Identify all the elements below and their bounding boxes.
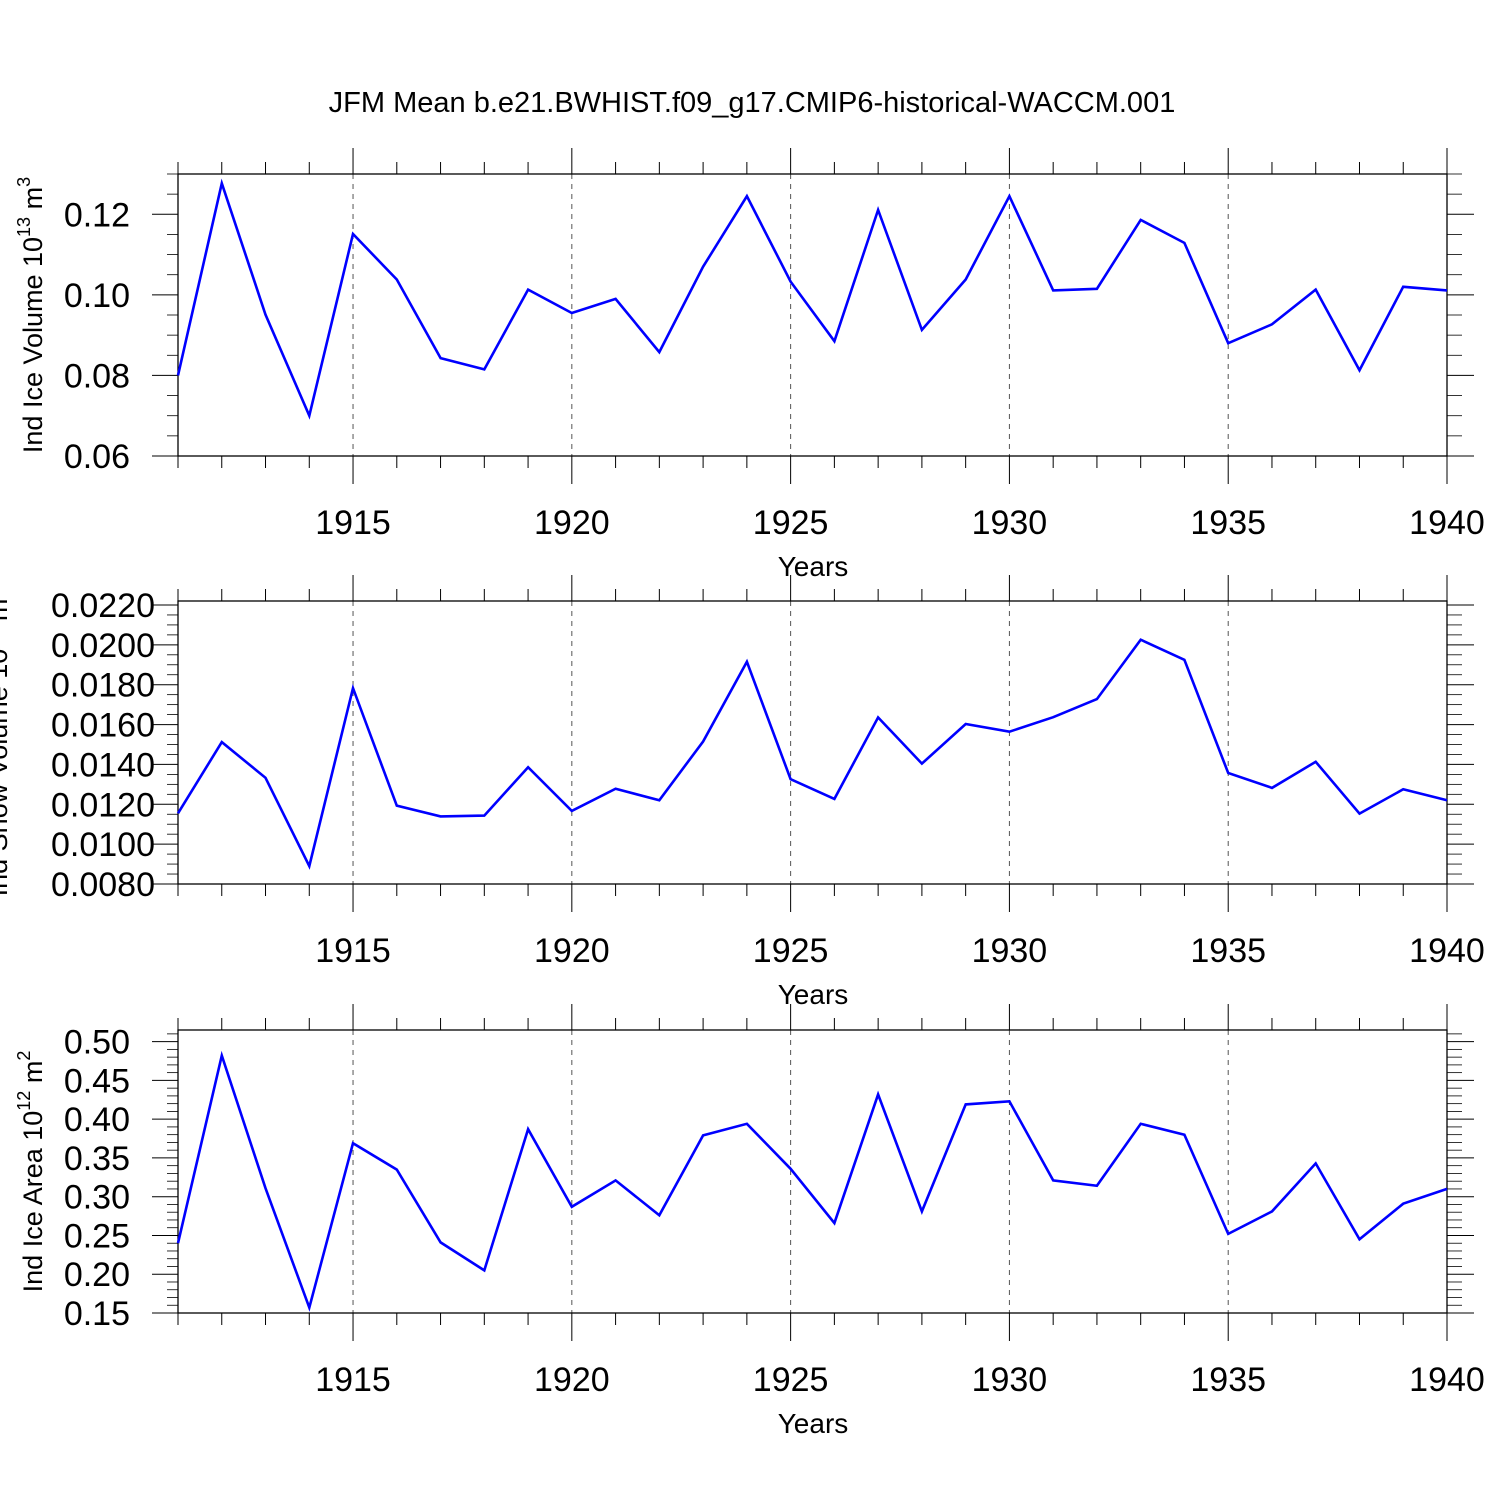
series-line [176, 638, 1448, 870]
y-tick-label: 0.25 [64, 1217, 130, 1255]
x-tick-label: 1940 [1409, 932, 1485, 970]
y-axis-label-ylabel: Ind Ice Area 10 [18, 1111, 48, 1293]
y-tick-label: 0.30 [64, 1179, 130, 1217]
x-tick-label: 1935 [1190, 1361, 1266, 1399]
y-axis-label-ylabel-exp: 13 [14, 217, 34, 237]
x-axis-label: Years [778, 551, 849, 582]
y-axis-label-ylabel-unit: m [18, 187, 48, 217]
y-axis-label: Ind Snow Volume 1013 m3 [0, 589, 13, 897]
x-tick-label: 1915 [315, 504, 391, 542]
y-axis-label-ylabel: Ind Ice Volume 10 [18, 237, 48, 453]
y-tick-label: 0.0140 [51, 746, 155, 784]
y-tick-label: 0.45 [64, 1062, 130, 1100]
x-tick-label: 1935 [1190, 932, 1266, 970]
y-axis-label: Ind Ice Area 1012 m2 [14, 1051, 48, 1293]
series-line [176, 178, 1448, 420]
x-tick-label: 1930 [972, 504, 1048, 542]
y-tick-label: 0.06 [64, 438, 130, 476]
x-tick-label: 1920 [534, 504, 610, 542]
y-axis-label-ylabel-exp: 12 [14, 1091, 34, 1111]
y-axis-label-ylabel-unit-exp: 2 [14, 1051, 34, 1061]
x-tick-label: 1925 [753, 932, 829, 970]
y-tick-label: 0.20 [64, 1256, 130, 1294]
x-tick-label: 1925 [753, 504, 829, 542]
panel-1: 1915 1920 1925 1930 1935 1940 Years 0.06 0.08 0.1… [14, 148, 1485, 582]
y-tick-label: 0.0100 [51, 826, 155, 864]
y-axis-label-ylabel: Ind Snow Volume 10 [0, 649, 13, 897]
x-tick-label: 1920 [534, 932, 610, 970]
x-tick-label: 1915 [315, 932, 391, 970]
x-tick-label: 1940 [1409, 504, 1485, 542]
y-tick-label: 0.10 [64, 277, 130, 315]
series-line [176, 1050, 1448, 1312]
y-tick-label: 0.40 [64, 1101, 130, 1139]
x-axis-label: Years [778, 979, 849, 1010]
x-tick-label: 1920 [534, 1361, 610, 1399]
plot-frame [177, 600, 1448, 885]
x-tick-label: 1930 [972, 1361, 1048, 1399]
x-tick-label: 1930 [972, 932, 1048, 970]
y-tick-label: 0.0080 [51, 866, 155, 904]
x-tick-label: 1925 [753, 1361, 829, 1399]
y-tick-label: 0.0120 [51, 786, 155, 824]
y-axis-label-ylabel-unit: m [18, 1061, 48, 1091]
y-tick-label: 0.12 [64, 196, 130, 234]
y-axis-label-ylabel-unit-exp: 3 [14, 177, 34, 187]
y-axis-label-ylabel-unit: m [0, 599, 13, 629]
x-tick-label: 1935 [1190, 504, 1266, 542]
panel-2: 1915 1920 1925 1930 1935 1940 Years 0.00800.010… [0, 575, 1485, 1010]
x-tick-label: 1940 [1409, 1361, 1485, 1399]
y-tick-label: 0.35 [64, 1140, 130, 1178]
y-tick-label: 0.0180 [51, 667, 155, 705]
y-tick-label: 0.50 [64, 1024, 130, 1062]
y-tick-label: 0.0160 [51, 707, 155, 745]
plot-frame [177, 173, 1448, 457]
y-axis-label: Ind Ice Volume 1013 m3 [14, 177, 48, 453]
x-tick-label: 1915 [315, 1361, 391, 1399]
y-tick-label: 0.08 [64, 357, 130, 395]
y-tick-label: 0.0220 [51, 587, 155, 625]
y-tick-label: 0.15 [64, 1295, 130, 1333]
chart-title: JFM Mean b.e21.BWHIST.f09_g17.CMIP6-hist… [329, 87, 1176, 119]
plot-frame [177, 1029, 1448, 1314]
x-axis-label: Years [778, 1408, 849, 1439]
y-tick-label: 0.0200 [51, 627, 155, 665]
panel-3: 1915 1920 1925 1930 1935 1940 Years 0.150.200.2… [14, 1004, 1485, 1439]
